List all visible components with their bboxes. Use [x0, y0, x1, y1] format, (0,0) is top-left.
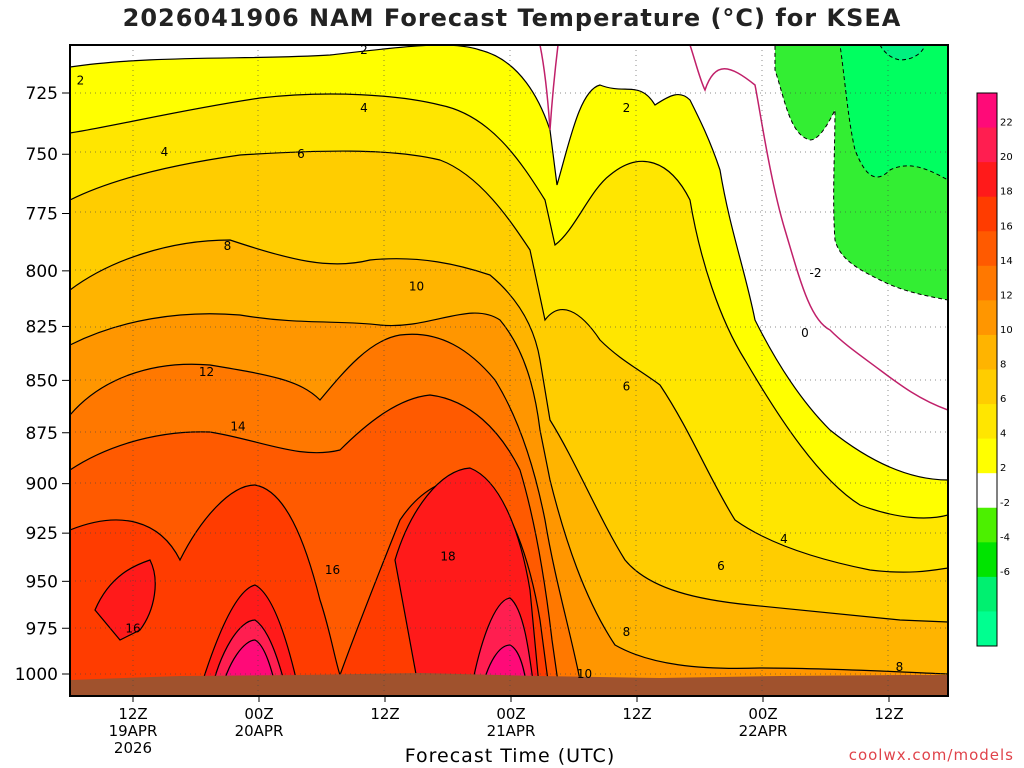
contour-label: 16: [325, 563, 340, 577]
contour-label: 6: [717, 559, 725, 573]
plot-frame: [69, 44, 949, 697]
x-tick-label: 00Z: [748, 705, 777, 723]
legend-label: 6: [1000, 394, 1006, 405]
x-tick-label: 22APR: [739, 722, 788, 740]
y-tick-label: 1000: [15, 665, 58, 685]
legend-swatch: [977, 162, 997, 198]
contour-label: 0: [801, 326, 809, 340]
colorbar-legend: 22 20 18 16 14 12 10 8 6 4 2 -2 -4 -6: [976, 92, 1013, 647]
contour-label: -2: [810, 266, 822, 280]
contour-label: 2: [360, 43, 368, 57]
contour-label: 14: [230, 420, 245, 434]
legend-label: 12: [1000, 290, 1013, 301]
legend-swatch: [977, 611, 997, 647]
legend-label: 18: [1000, 187, 1013, 198]
zero-line: [539, 45, 948, 411]
legend-label: 20: [1000, 152, 1013, 163]
legend-swatch: [977, 473, 997, 509]
legend-label: -2: [1000, 498, 1010, 509]
contour-label: 6: [297, 147, 305, 161]
contour-label: 10: [577, 667, 592, 681]
legend-swatch: [977, 542, 997, 578]
x-tick-label: 00Z: [496, 705, 525, 723]
legend-swatch: [977, 438, 997, 474]
y-tick-label: 750: [26, 145, 58, 165]
band-minus-6: [879, 45, 926, 61]
y-tick-label: 900: [26, 475, 58, 495]
contour-label: 6: [623, 380, 631, 394]
x-tick-label: 19APR: [109, 722, 158, 740]
y-tick-label: 875: [26, 424, 58, 444]
contour-label: 8: [224, 239, 232, 253]
contour-labels: 2 4 2 4 6 8 10 12 14 16 18 16 2 6 4 6 8 10 8 0 -2: [77, 43, 904, 681]
contour-label: 4: [161, 145, 169, 159]
legend-label: 16: [1000, 221, 1013, 232]
contour-label: 16: [125, 621, 140, 635]
y-tick-label: 975: [26, 619, 58, 639]
y-tick-label: 725: [26, 84, 58, 104]
contour-label: 2: [623, 101, 631, 115]
chart-title: 2026041906 NAM Forecast Temperature (°C)…: [122, 4, 902, 32]
contour-label: 12: [199, 365, 214, 379]
source-credit: coolwx.com/models: [848, 746, 1014, 764]
x-tick-label: 20APR: [235, 722, 284, 740]
y-tick-label: 925: [26, 524, 58, 544]
legend-label: 10: [1000, 325, 1013, 336]
contour-label: 2: [77, 73, 85, 87]
x-tick-label: 12Z: [118, 705, 147, 723]
x-tick-label: 12Z: [874, 705, 903, 723]
x-tick-label: 12Z: [622, 705, 651, 723]
band-minus-4: [839, 45, 948, 181]
grid: [70, 45, 948, 696]
legend-label: 4: [1000, 429, 1006, 440]
contour-label: 4: [360, 101, 368, 115]
legend-swatch: [977, 300, 997, 336]
legend-label: 22: [1000, 118, 1013, 129]
legend-swatch: [977, 404, 997, 440]
legend-swatch: [977, 127, 997, 163]
y-tick-label: 825: [26, 317, 58, 337]
y-tick-label: 775: [26, 204, 58, 224]
legend-swatch: [977, 231, 997, 267]
legend-swatch: [977, 334, 997, 370]
contour-label: 8: [896, 660, 904, 674]
y-tick-label: 850: [26, 371, 58, 391]
x-tick-label: 00Z: [244, 705, 273, 723]
contour-label: 8: [623, 625, 631, 639]
legend-swatch: [977, 507, 997, 543]
band-18: [94, 467, 541, 696]
legend-frame: [976, 92, 998, 647]
contour-label: 18: [440, 549, 455, 563]
legend-label: -4: [1000, 532, 1010, 543]
legend-label: 8: [1000, 360, 1006, 371]
x-tick-label: 2026: [114, 739, 152, 757]
x-axis-title: Forecast Time (UTC): [404, 745, 616, 767]
y-tick-label: 950: [26, 572, 58, 592]
ground-surface: [70, 673, 948, 696]
legend-swatch: [977, 576, 997, 612]
y-tick-label: 800: [26, 262, 58, 282]
legend-swatch: [977, 265, 997, 301]
legend-label: 14: [1000, 256, 1013, 267]
legend-label: -6: [1000, 567, 1010, 578]
legend-swatch: [977, 93, 997, 129]
x-tick-label: 12Z: [370, 705, 399, 723]
contour-fill: [70, 45, 948, 696]
y-axis: 725 750 775 800 825 850 875 900 925 950 975 1000: [15, 84, 70, 685]
legend-swatch: [977, 369, 997, 405]
contour-label: 4: [780, 532, 788, 546]
contour-label: 10: [409, 280, 424, 294]
x-tick-label: 21APR: [487, 722, 536, 740]
legend-swatch: [977, 196, 997, 232]
legend-label: 2: [1000, 463, 1006, 474]
